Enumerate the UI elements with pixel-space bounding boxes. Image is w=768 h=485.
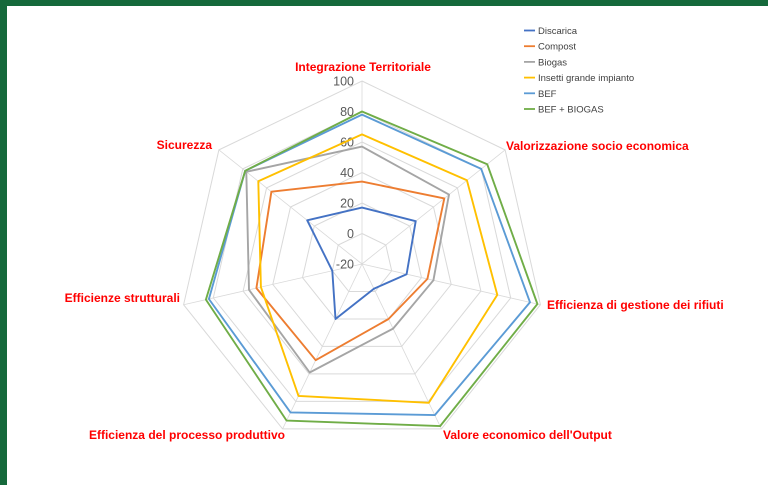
series-line-biogas [245, 145, 450, 374]
series-line-bef [207, 113, 531, 417]
axis-spoke [361, 263, 442, 430]
series-line-bef-biogas [204, 110, 539, 428]
grid-ring [331, 232, 393, 292]
axis-label-6: Sicurezza [157, 138, 213, 152]
page-border-top [0, 0, 768, 6]
radial-tick-label: 0 [347, 227, 354, 241]
radial-tick-label: 20 [340, 197, 354, 211]
axis-spoke [361, 263, 541, 306]
series-line-compost [255, 180, 446, 362]
radial-tick-label: -20 [336, 258, 354, 272]
grid-ring [301, 202, 423, 320]
legend-label-1: Compost [538, 42, 576, 53]
legend-label-2: Biogas [538, 57, 567, 68]
radial-tick-label: 100 [333, 75, 354, 89]
axis-label-0: Integrazione Territoriale [295, 60, 431, 74]
legend-label-3: Insetti grande impianto [538, 73, 634, 84]
radial-tick-label: 40 [340, 166, 354, 180]
radial-tick-label: 80 [340, 105, 354, 119]
axis-label-2: Efficienza di gestione dei rifiuti [547, 298, 724, 312]
axis-label-5: Efficienze strutturali [65, 291, 180, 305]
series-line-discarica [306, 206, 417, 320]
page-border-left [0, 0, 7, 485]
axis-label-4: Efficienza del processo produttivo [89, 428, 285, 442]
grid-ring [212, 110, 512, 402]
axis-label-3: Valore economico dell'Output [443, 428, 612, 442]
legend-label-4: BEF [538, 89, 557, 100]
legend-label-0: Discarica [538, 26, 578, 37]
grid-ring [272, 171, 452, 347]
legend-label-5: BEF + BIOGAS [538, 105, 604, 116]
axis-spoke [218, 149, 363, 265]
grid-ring [242, 141, 482, 375]
axis-label-1: Valorizzazione socio economica [506, 139, 689, 153]
grid-ring [183, 80, 541, 430]
series-line-insetti-grande-impianto [257, 133, 499, 404]
axis-spoke [282, 263, 363, 430]
